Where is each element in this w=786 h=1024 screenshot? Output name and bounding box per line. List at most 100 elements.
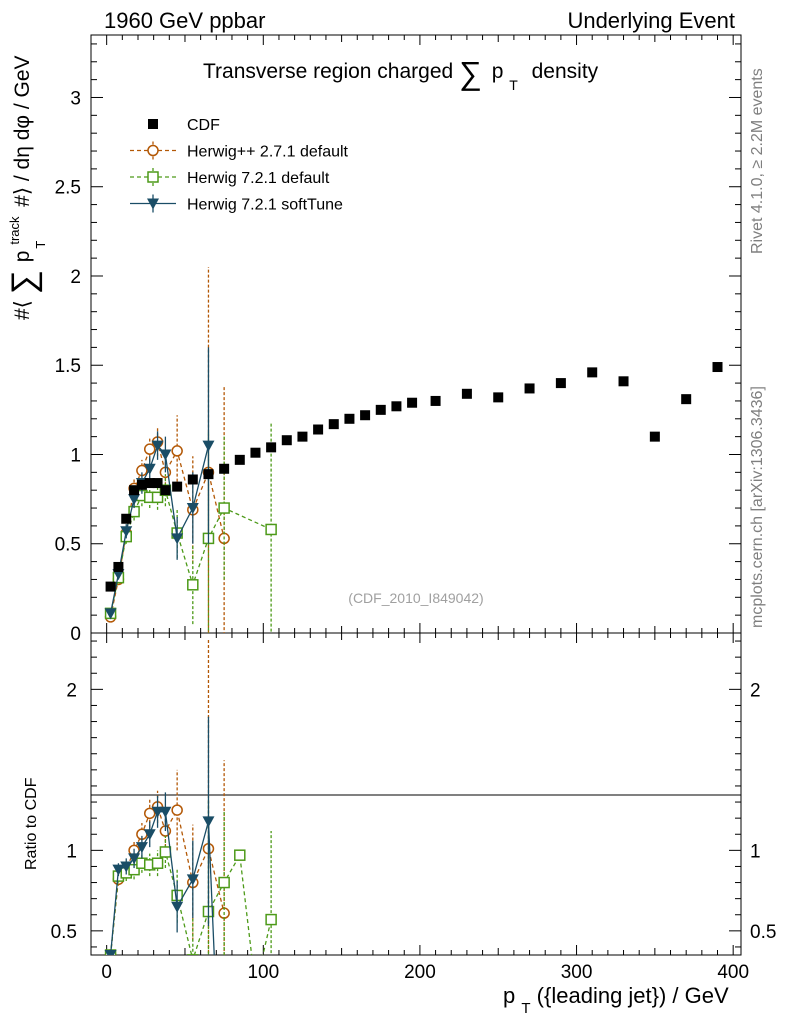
legend-marker <box>147 144 159 157</box>
legend-label: Herwig 7.2.1 softTune <box>187 197 343 214</box>
xlabel-p: p <box>503 983 515 1008</box>
ratio-tick-label: 2 <box>66 680 77 701</box>
main-data-point <box>128 494 141 506</box>
main-data-point <box>143 443 156 455</box>
main-data-point <box>129 485 140 496</box>
main-y-axis-label: #⟨ ∑ p track T #⟩ / dη dφ / GeV <box>1 55 50 320</box>
chart-title-sigma: ∑ <box>459 55 482 91</box>
main-data-point <box>120 526 133 538</box>
main-data-point <box>203 469 214 480</box>
ylabel-sub: T <box>33 241 48 249</box>
header-left: 1960 GeV ppbar <box>104 8 265 33</box>
ratio-data-point <box>128 853 141 865</box>
y-tick-label: 1 <box>70 445 81 466</box>
y-tick-label: 1.5 <box>55 356 81 377</box>
main-data-point <box>151 440 164 452</box>
ratio-data-point <box>171 901 184 913</box>
main-data-point <box>187 579 199 591</box>
ratio-tick-label-right: 0.5 <box>750 922 776 943</box>
ratio-data-point <box>112 864 125 876</box>
main-data-point <box>375 404 386 415</box>
main-data-point <box>151 491 164 504</box>
main-data-point <box>618 376 629 387</box>
x-tick-label: 300 <box>561 962 593 983</box>
main-data-point <box>219 463 230 474</box>
main-data-point <box>265 523 277 536</box>
main-data-point <box>144 478 155 489</box>
y-tick-label: 0.5 <box>55 535 81 556</box>
ratio-tick-label-right: 1 <box>750 841 761 862</box>
main-data-point <box>250 447 261 458</box>
main-data-point <box>681 394 692 405</box>
ratio-plot-frame <box>90 632 742 956</box>
main-data-point <box>328 419 339 430</box>
main-data-point <box>313 424 324 435</box>
ylabel-p: p <box>11 251 34 263</box>
main-data-point <box>234 454 245 465</box>
y-tick-label: 2.5 <box>55 178 81 199</box>
main-data-point <box>121 513 132 524</box>
ratio-data-point <box>265 913 277 926</box>
main-data-point <box>524 383 535 394</box>
legend-label: Herwig 7.2.1 default <box>187 170 330 187</box>
ratio-data-point <box>250 982 260 992</box>
ratio-data-point <box>210 998 222 1009</box>
ratio-data-point <box>218 876 230 889</box>
main-data-point <box>555 378 566 389</box>
y-tick-label: 2 <box>70 267 81 288</box>
main-data-point <box>143 463 156 475</box>
rivet-label: Rivet 4.1.0, ≥ 2.2M events <box>749 68 766 254</box>
ratio-tick-label: 0.5 <box>51 922 77 943</box>
legend-marker <box>147 171 159 183</box>
ylabel-b: #⟩ / dη dφ / GeV <box>11 55 34 206</box>
ratio-data-point <box>186 874 199 886</box>
ratio-data-point <box>151 857 164 869</box>
ratio-data-point <box>159 806 172 818</box>
ratio-data-point <box>104 950 117 955</box>
x-tick-label: 200 <box>404 962 436 983</box>
ratio-data-point <box>135 842 148 854</box>
analysis-label: (CDF_2010_I849042) <box>348 590 483 606</box>
ratio-tick-label: 1 <box>66 841 77 862</box>
legend-marker <box>148 119 158 129</box>
main-data-point <box>159 449 172 461</box>
ratio-data-point <box>159 846 172 858</box>
main-data-point <box>172 481 183 492</box>
main-data-point <box>136 479 147 490</box>
main-data-point <box>105 581 116 592</box>
main-data-point <box>152 478 163 489</box>
ratio-data-point <box>143 829 156 841</box>
main-data-point <box>587 367 598 378</box>
main-data-point <box>649 431 660 442</box>
ratio-data-point <box>151 806 164 818</box>
main-data-point <box>344 413 355 424</box>
main-data-point <box>218 502 230 514</box>
ratio-tick-label-right: 2 <box>750 680 761 701</box>
y-tick-label: 0 <box>70 624 81 645</box>
x-tick-label: 100 <box>247 962 279 983</box>
ratio-data-point <box>143 807 156 820</box>
x-axis-label: p T ({leading jet}) / GeV <box>503 983 729 1018</box>
main-data-point <box>266 442 277 453</box>
main-data-point <box>407 397 418 408</box>
main-data-point <box>160 485 171 496</box>
ylabel-a: #⟨ <box>11 300 34 320</box>
main-data-point <box>430 395 441 406</box>
ratio-y-axis-label: Ratio to CDF <box>23 777 40 870</box>
header-right: Underlying Event <box>567 8 735 33</box>
ylabel-sigma: ∑ <box>5 270 43 294</box>
main-data-point <box>461 388 472 399</box>
main-data-point <box>186 503 199 515</box>
main-data-point <box>187 474 198 485</box>
main-data-point <box>712 362 723 373</box>
main-data-point <box>113 561 124 572</box>
x-tick-label: 0 <box>101 962 112 983</box>
main-data-point <box>171 445 183 457</box>
mcplots-label: mcplots.cern.ch [arXiv:1306.3436] <box>749 386 766 628</box>
xlabel-rest: ({leading jet}) / GeV <box>537 983 729 1008</box>
main-data-point <box>360 410 371 421</box>
main-data-point <box>391 401 402 412</box>
main-data-point <box>281 435 292 446</box>
legend-label: CDF <box>187 117 220 134</box>
